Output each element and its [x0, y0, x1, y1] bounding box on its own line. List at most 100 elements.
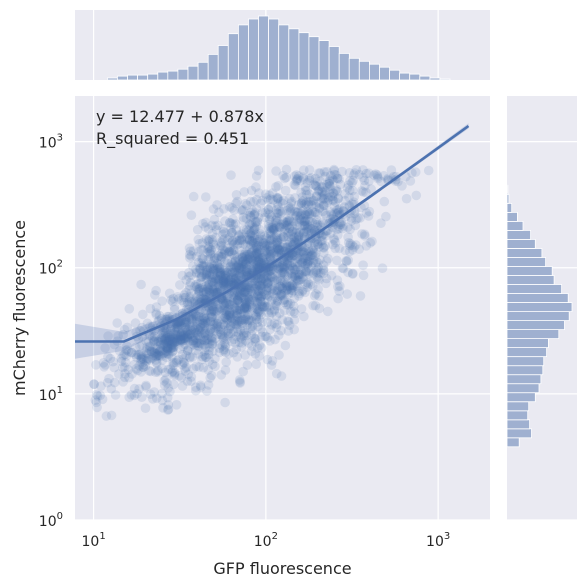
- scatter-point: [138, 354, 149, 364]
- scatter-point: [151, 393, 162, 404]
- scatter-point: [145, 355, 155, 365]
- scatter-point: [272, 276, 282, 286]
- scatter-point: [132, 388, 142, 399]
- scatter-point: [241, 328, 251, 338]
- scatter-point: [225, 321, 236, 332]
- scatter-point: [254, 259, 265, 270]
- right-histogram-bar: [506, 193, 510, 204]
- scatter-point: [175, 335, 186, 346]
- scatter-point: [303, 206, 314, 216]
- scatter-point: [271, 166, 281, 176]
- scatter-point: [325, 181, 335, 191]
- scatter-point: [215, 260, 225, 270]
- scatter-point: [254, 254, 265, 265]
- scatter-point: [265, 245, 276, 255]
- scatter-point: [192, 268, 202, 279]
- scatter-point: [308, 196, 318, 206]
- scatter-point: [233, 264, 244, 274]
- scatter-point: [287, 280, 297, 291]
- scatter-point: [273, 193, 284, 203]
- scatter-point: [202, 270, 213, 281]
- scatter-point: [235, 316, 245, 326]
- scatter-point: [218, 298, 229, 309]
- top-histogram-bar: [167, 70, 179, 81]
- scatter-point: [220, 365, 231, 375]
- scatter-point: [195, 264, 205, 274]
- scatter-point: [164, 332, 175, 343]
- scatter-point: [167, 332, 177, 343]
- scatter-point: [256, 282, 267, 293]
- scatter-point: [183, 329, 193, 339]
- scatter-point: [365, 238, 376, 248]
- top-histogram-panel: [75, 10, 490, 81]
- scatter-point: [214, 263, 224, 274]
- scatter-point: [267, 240, 278, 250]
- scatter-point: [228, 219, 239, 230]
- scatter-point: [162, 311, 173, 322]
- scatter-point: [313, 262, 324, 273]
- scatter-point: [324, 175, 335, 186]
- scatter-point: [228, 259, 238, 269]
- scatter-point: [210, 252, 220, 263]
- scatter-point: [267, 307, 277, 318]
- scatter-point: [298, 272, 308, 282]
- scatter-point: [298, 213, 309, 223]
- y-tick-label: 103: [39, 133, 63, 152]
- scatter-point: [232, 295, 243, 306]
- scatter-point: [191, 311, 201, 322]
- scatter-point: [290, 308, 300, 319]
- scatter-point: [224, 308, 235, 319]
- scatter-point: [235, 325, 246, 335]
- scatter-point: [168, 341, 179, 351]
- scatter-point: [232, 327, 243, 337]
- scatter-point: [207, 277, 217, 288]
- scatter-point: [310, 259, 321, 269]
- scatter-point: [294, 269, 305, 279]
- scatter-point: [314, 275, 325, 285]
- scatter-point: [293, 253, 304, 264]
- scatter-point: [168, 360, 179, 371]
- scatter-point: [210, 353, 220, 364]
- scatter-point: [332, 224, 342, 235]
- scatter-point: [252, 259, 263, 270]
- scatter-point: [261, 331, 272, 342]
- scatter-point: [218, 334, 228, 344]
- scatter-point: [291, 170, 302, 180]
- scatter-point: [231, 319, 241, 330]
- top-histogram-bar: [298, 32, 310, 81]
- scatter-point: [194, 289, 204, 300]
- scatter-point: [317, 217, 328, 228]
- scatter-point: [246, 212, 256, 222]
- scatter-point: [161, 347, 171, 357]
- scatter-point: [200, 317, 211, 328]
- scatter-point: [220, 271, 231, 281]
- scatter-point: [212, 261, 223, 271]
- right-histogram-bar: [506, 302, 573, 313]
- scatter-point: [304, 208, 315, 219]
- scatter-point: [168, 293, 179, 304]
- scatter-point: [226, 257, 237, 267]
- scatter-point: [348, 175, 358, 186]
- scatter-point: [153, 344, 163, 355]
- scatter-point: [216, 370, 227, 380]
- scatter-point: [237, 206, 248, 216]
- scatter-point: [290, 270, 301, 280]
- scatter-point: [281, 164, 292, 175]
- scatter-point: [242, 360, 253, 370]
- scatter-point: [283, 300, 294, 310]
- scatter-point: [257, 207, 268, 218]
- scatter-point: [259, 302, 269, 312]
- scatter-point: [272, 243, 283, 253]
- scatter-point: [92, 402, 102, 413]
- scatter-point: [221, 267, 232, 278]
- scatter-point: [262, 283, 273, 293]
- scatter-point: [281, 242, 292, 252]
- scatter-point: [234, 375, 245, 385]
- scatter-point: [175, 335, 185, 346]
- scatter-point: [290, 180, 301, 191]
- scatter-point: [321, 278, 331, 289]
- scatter-point: [244, 297, 255, 307]
- scatter-point: [169, 357, 179, 368]
- scatter-point: [212, 329, 222, 340]
- scatter-point: [158, 348, 168, 359]
